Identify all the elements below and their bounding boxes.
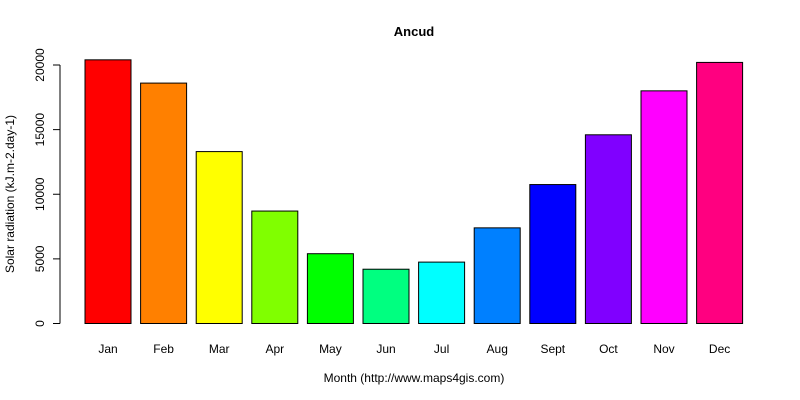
y-axis-title: Solar radiation (kJ.m-2.day-1): [3, 115, 17, 273]
x-tick-label: Jun: [376, 342, 395, 356]
x-tick-label: Dec: [709, 342, 730, 356]
x-tick-label: Sept: [540, 342, 565, 356]
y-axis: 0 5000 10000 15000 20000: [33, 48, 61, 327]
bar-jun: [362, 268, 410, 324]
x-tick-label: Mar: [209, 342, 230, 356]
chart-title: Ancud: [394, 24, 435, 39]
x-tick-label: Feb: [153, 342, 174, 356]
y-tick-label: 0: [33, 320, 47, 327]
x-tick-labels: Jan Feb Mar Apr May Jun Jul Aug Sept Oct Nov Dec: [98, 342, 730, 356]
bar-feb: [140, 82, 188, 324]
y-tick-label: 15000: [33, 113, 47, 147]
y-tick-label: 20000: [33, 48, 47, 82]
bar-sept: [529, 184, 577, 324]
bar-nov: [640, 90, 688, 324]
bar-may: [306, 253, 354, 324]
x-tick-label: May: [319, 342, 342, 356]
bars: [84, 59, 744, 325]
bar-dec: [696, 61, 744, 324]
y-tick-label: 5000: [33, 245, 47, 272]
bar-apr: [251, 210, 299, 325]
bar-jan: [84, 59, 132, 325]
x-tick-label: Nov: [653, 342, 674, 356]
x-tick-label: Apr: [265, 342, 284, 356]
bar-jul: [418, 261, 466, 325]
x-tick-label: Jul: [434, 342, 449, 356]
x-tick-label: Oct: [599, 342, 618, 356]
bar-aug: [473, 227, 521, 324]
bar-mar: [195, 151, 243, 324]
x-tick-label: Aug: [487, 342, 508, 356]
x-tick-label: Jan: [98, 342, 117, 356]
y-tick-label: 10000: [33, 177, 47, 211]
bar-oct: [584, 134, 632, 324]
x-axis-title: Month (http://www.maps4gis.com): [324, 371, 505, 385]
